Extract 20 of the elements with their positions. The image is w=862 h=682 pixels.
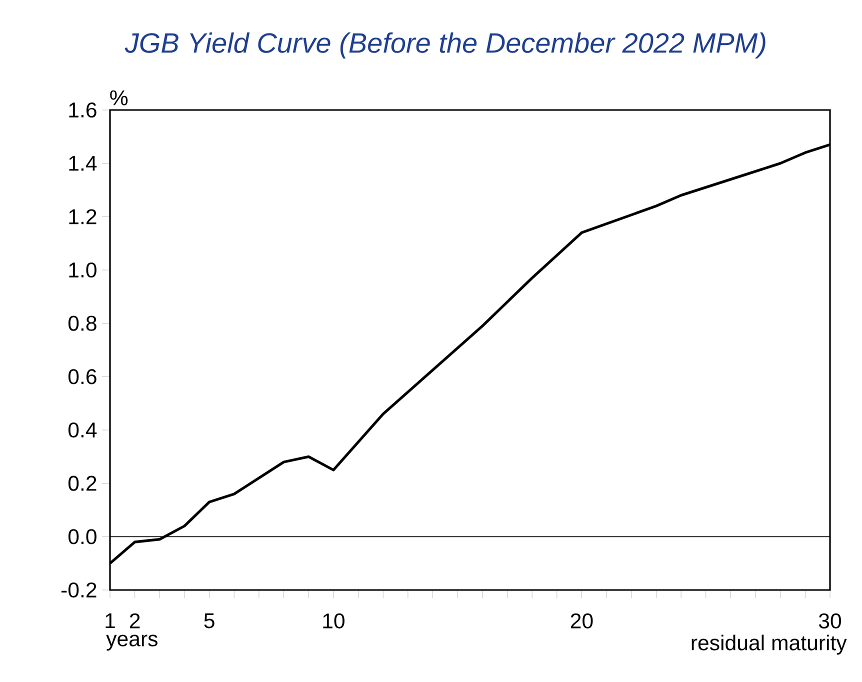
y-tick-label: 0.2 xyxy=(68,476,96,491)
y-tick-label: 0.4 xyxy=(68,422,97,438)
x-tick-label: 5 xyxy=(204,613,214,628)
x-tick-label: 10 xyxy=(323,613,344,628)
x-tick-label: 20 xyxy=(570,613,593,628)
y-tick-label: -0.2 xyxy=(61,582,96,598)
y-tick-label: 1.6 xyxy=(69,102,96,118)
y-tick-label: 1.2 xyxy=(69,209,96,224)
y-tick-label: 0.8 xyxy=(68,316,96,331)
x-tick-label: 30 xyxy=(818,613,842,628)
x-axis-title: residual maturity xyxy=(692,634,847,655)
y-tick-label: 0.6 xyxy=(68,369,96,384)
y-axis-title: % xyxy=(110,90,128,106)
y-tick-label: 0.0 xyxy=(68,529,96,544)
y-tick-label: 1.0 xyxy=(69,262,96,278)
text: years xyxy=(106,634,158,651)
x-tick-label: 1 xyxy=(106,613,115,628)
chart-title: JGB Yield Curve (Before the December 2022 MPM) xyxy=(124,32,766,58)
y-tick-label: 1.4 xyxy=(69,156,97,171)
x-tick-label: 2 xyxy=(130,613,140,628)
